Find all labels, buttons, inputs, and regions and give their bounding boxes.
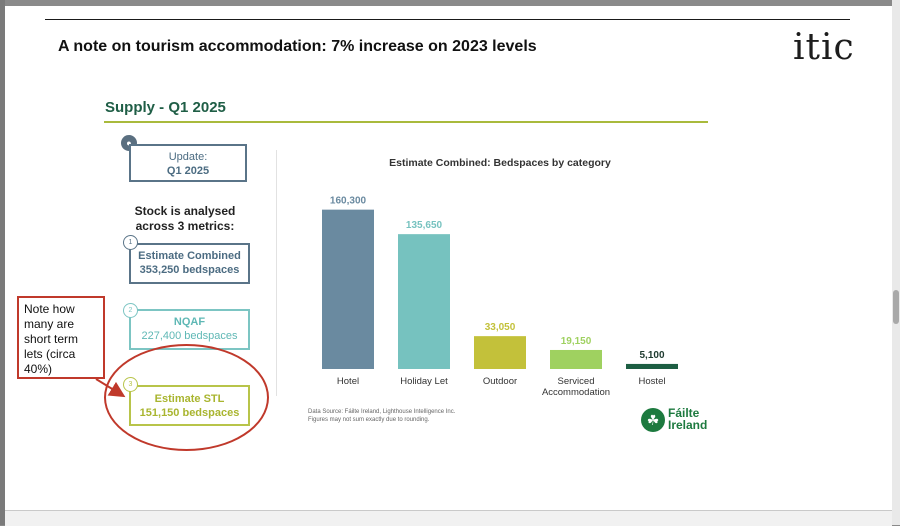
itic-logo: itic [793,27,855,68]
update-value: Q1 2025 [166,165,210,177]
metric-number-badge: 1 [123,235,138,250]
category-label: Outdoor [483,376,517,387]
category-label: Accommodation [542,387,610,398]
window-frame-left [0,0,5,525]
category-label: Hotel [337,376,359,387]
metric-value: 227,400 bedspaces [141,330,238,342]
metric-box-estimate-combined: Estimate Combined 353,250 bedspaces [129,243,250,284]
stock-metrics-text: Stock is analysed across 3 metrics: [134,204,236,233]
failte-ireland-logo: ☘ Fáilte Ireland [641,406,716,436]
category-label: Holiday Let [400,376,448,387]
brand-line-2: Ireland [668,418,708,432]
category-label: Hostel [639,376,666,387]
bar-value-label: 33,050 [485,322,516,333]
update-label: Update: [168,151,208,163]
bar-serviced-accommodation [550,349,602,369]
annotation-highlight-ellipse [104,344,269,451]
bedspaces-bar-chart: Estimate Combined: Bedspaces by category… [322,157,678,398]
scrollbar[interactable] [892,0,900,525]
bar-outdoor [474,336,526,369]
supply-title-rule [104,121,708,123]
category-label: Serviced [558,376,595,387]
metric-box-nqaf: NQAF 227,400 bedspaces [129,309,250,350]
source-line-2: Figures may not sum exactly due to round… [308,417,430,423]
brand-line-1: Fáilte [668,406,700,420]
data-source-note: Data Source: Fáilte Ireland, Lighthouse … [308,408,455,424]
next-slide-strip [5,510,892,526]
metric-name: NQAF [173,316,206,328]
bar-hotel [322,209,374,369]
scrollbar-thumb[interactable] [893,290,899,324]
metric-value: 353,250 bedspaces [139,264,240,276]
metric-number-badge: 2 [123,303,138,318]
bar-holiday-let [398,234,450,369]
update-box: Update: Q1 2025 [129,144,247,182]
supply-title: Supply - Q1 2025 [105,99,226,116]
bar-value-label: 160,300 [330,196,367,207]
shamrock-icon: ☘ [641,408,665,432]
slide-top-rule [45,19,850,20]
bar-value-label: 19,150 [561,336,592,347]
panel-divider [276,150,277,396]
source-line-1: Data Source: Fáilte Ireland, Lighthouse … [308,409,456,415]
chart-title: Estimate Combined: Bedspaces by category [389,157,611,169]
annotation-note-box: Note how many are short term lets (circa… [17,296,105,379]
slide-title: A note on tourism accommodation: 7% incr… [58,38,537,55]
bar-value-label: 5,100 [639,350,664,361]
bar-value-label: 135,650 [406,220,443,231]
failte-ireland-wordmark: Fáilte Ireland [668,407,707,431]
metric-name: Estimate Combined [138,250,241,262]
bar-hostel [626,363,678,369]
